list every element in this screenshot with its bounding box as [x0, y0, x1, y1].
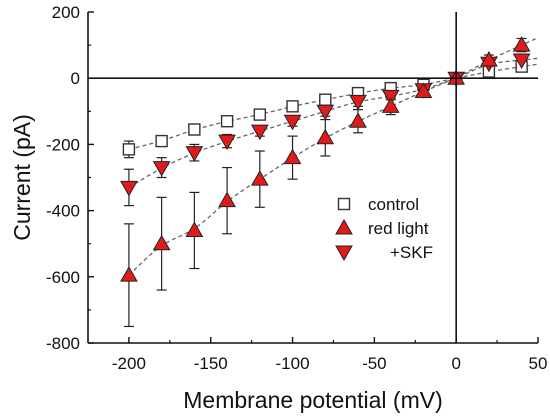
data-point	[220, 115, 234, 128]
y-tick-label: 200	[52, 3, 80, 22]
data-point	[286, 100, 299, 113]
y-tick-label: -200	[46, 135, 80, 154]
legend-symbol-red-light	[335, 218, 353, 235]
legend-marker	[335, 218, 353, 235]
axes	[87, 11, 539, 344]
tick-labels: 200 0 -200 -400 -600 -800 -200 -150 -100 -50 0 50	[46, 3, 547, 373]
data-point	[283, 114, 302, 131]
data-point	[152, 161, 171, 177]
data-point	[152, 234, 171, 251]
data-point	[512, 36, 531, 52]
x-tick-label: -50	[362, 354, 387, 373]
x-tick-label: -200	[112, 354, 146, 373]
data-point	[349, 112, 367, 128]
x-axis-title: Membrane potential (mV)	[183, 387, 443, 413]
x-tick-label: 0	[451, 354, 460, 373]
data-point	[512, 53, 531, 70]
legend: control red light +SKF	[335, 195, 433, 262]
data-point	[122, 143, 136, 156]
data-point	[283, 148, 302, 165]
data-point	[155, 134, 168, 148]
x-tick-label: -150	[194, 354, 228, 373]
data-point	[120, 180, 138, 197]
data-point	[188, 123, 201, 136]
data-point	[218, 134, 236, 151]
y-tick-label: -800	[46, 334, 80, 353]
data-point	[253, 108, 267, 121]
data-point	[316, 128, 335, 145]
data-point	[480, 50, 498, 67]
legend-marker	[337, 197, 351, 211]
legend-label-skf: +SKF	[390, 243, 433, 262]
data-markers	[120, 36, 531, 282]
fit-curve	[128, 37, 539, 276]
error-bars	[123, 37, 527, 328]
x-tick-label: 50	[529, 354, 548, 373]
legend-symbol-skf	[335, 245, 353, 262]
legend-marker	[335, 245, 353, 262]
data-point	[319, 93, 332, 106]
y-tick-label: -600	[46, 268, 80, 287]
legend-label-red-light: red light	[368, 219, 429, 238]
data-point	[250, 124, 269, 141]
y-tick-label: 0	[71, 69, 80, 88]
data-point	[414, 82, 433, 98]
y-axis-title: Current (pA)	[9, 114, 35, 241]
x-tick-label: -100	[276, 354, 310, 373]
data-point	[218, 191, 236, 208]
y-tick-label: -400	[46, 202, 80, 221]
data-point	[381, 97, 400, 113]
data-point	[250, 170, 269, 186]
legend-label-control: control	[368, 195, 419, 214]
data-point	[316, 104, 335, 121]
data-point	[120, 266, 138, 282]
data-point	[185, 146, 204, 162]
fit-curve	[128, 63, 539, 150]
fit-curves	[128, 37, 539, 276]
data-point	[349, 94, 367, 111]
legend-symbol-control	[337, 197, 351, 211]
data-point	[185, 221, 204, 237]
